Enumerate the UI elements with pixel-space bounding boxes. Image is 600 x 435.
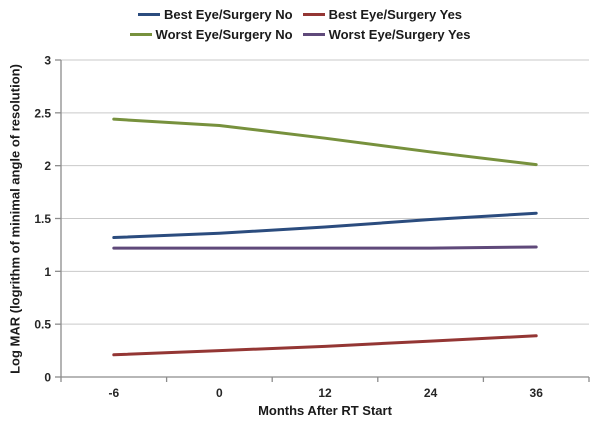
y-tick-label: 2.5 bbox=[34, 106, 51, 120]
series-line-best-eye-surgery-no bbox=[112, 211, 538, 240]
x-tick-label: 0 bbox=[216, 386, 223, 400]
y-tick-label: 3 bbox=[44, 54, 51, 68]
legend-swatch-icon bbox=[302, 33, 325, 36]
y-tick-label: 0.5 bbox=[34, 318, 51, 332]
series-line-best-eye-surgery-yes bbox=[112, 334, 538, 357]
legend-swatch-icon bbox=[137, 13, 160, 16]
legend-swatch-icon bbox=[302, 13, 325, 16]
legend-label: Worst Eye/Surgery Yes bbox=[328, 27, 471, 42]
x-axis-title: Months After RT Start bbox=[258, 403, 392, 418]
chart-legend: Best Eye/Surgery No Best Eye/Surgery Yes W… bbox=[0, 7, 600, 42]
legend-label: Best Eye/Surgery Yes bbox=[328, 7, 463, 22]
legend-swatch-icon bbox=[129, 33, 152, 36]
legend-item-worst-eye-surgery-no: Worst Eye/Surgery No bbox=[129, 27, 293, 42]
legend-row: Best Eye/Surgery No Best Eye/Surgery Yes bbox=[137, 7, 463, 22]
series-line-worst-eye-surgery-no bbox=[112, 117, 538, 167]
legend-item-worst-eye-surgery-yes: Worst Eye/Surgery Yes bbox=[302, 27, 471, 42]
series-line-worst-eye-surgery-yes bbox=[112, 245, 538, 250]
x-tick-label: 12 bbox=[318, 386, 332, 400]
legend-item-best-eye-surgery-yes: Best Eye/Surgery Yes bbox=[302, 7, 463, 22]
legend-row: Worst Eye/Surgery No Worst Eye/Surgery Ye… bbox=[129, 27, 471, 42]
y-tick-label: 0 bbox=[44, 371, 51, 385]
y-axis-title: Log MAR (logrithm of minimal angle of re… bbox=[7, 64, 23, 374]
legend-label: Worst Eye/Surgery No bbox=[155, 27, 293, 42]
legend-item-best-eye-surgery-no: Best Eye/Surgery No bbox=[137, 7, 293, 22]
x-tick-label: 36 bbox=[530, 386, 544, 400]
legend-label: Best Eye/Surgery No bbox=[163, 7, 293, 22]
x-tick-label: -6 bbox=[108, 386, 119, 400]
y-tick-label: 1.5 bbox=[34, 212, 51, 226]
y-tick-label: 1 bbox=[44, 265, 51, 279]
x-tick-label: 24 bbox=[424, 386, 438, 400]
y-tick-label: 2 bbox=[44, 159, 51, 173]
